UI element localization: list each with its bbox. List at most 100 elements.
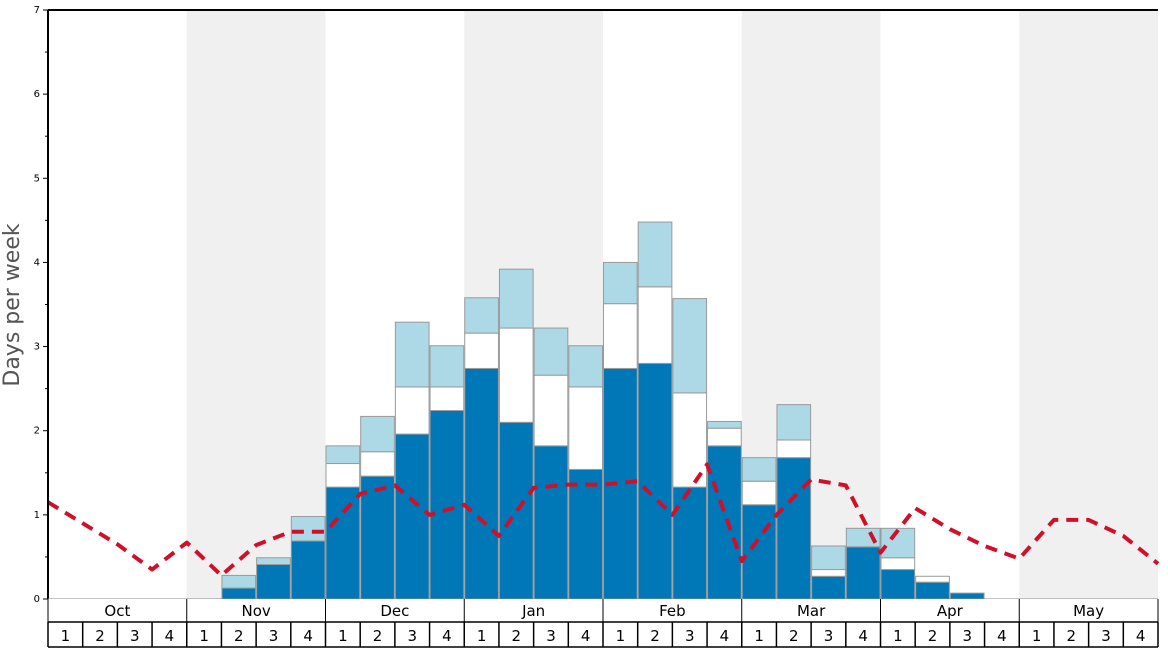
bar-base <box>811 575 846 600</box>
bar-top <box>360 415 395 453</box>
bar-top <box>429 345 465 388</box>
bar-base <box>915 581 950 600</box>
month-label-feb: Feb <box>659 602 686 620</box>
week-label: 2 <box>373 627 383 645</box>
bar-top <box>290 516 326 542</box>
bar-top <box>637 221 673 288</box>
week-label: 3 <box>269 627 279 645</box>
y-tick-label: 0 <box>34 594 40 605</box>
bar-middle <box>707 427 742 447</box>
week-label: 3 <box>824 627 834 645</box>
week-label: 1 <box>338 627 348 645</box>
bar-base <box>221 587 257 600</box>
y-tick-label: 7 <box>34 5 40 16</box>
y-tick-label: 1 <box>34 510 40 521</box>
bar-top <box>741 457 777 482</box>
week-label: 4 <box>303 627 313 645</box>
bar-top <box>776 404 812 441</box>
bar-middle <box>741 480 777 506</box>
month-label-dec: Dec <box>380 602 409 620</box>
month-label-oct: Oct <box>104 602 130 620</box>
y-axis-ticks: 0 1 2 3 4 5 6 7 <box>34 5 48 605</box>
bar-middle <box>498 327 534 423</box>
bar-base <box>464 367 499 600</box>
bar-top <box>325 445 361 465</box>
month-label-may: May <box>1073 602 1104 620</box>
bar-top <box>603 261 638 305</box>
week-label: 1 <box>477 627 487 645</box>
bar-base <box>776 457 812 600</box>
bar-top <box>256 557 291 566</box>
bar-base <box>429 410 465 600</box>
bar-base <box>498 421 534 600</box>
month-shade-nov <box>186 10 326 599</box>
bar-middle <box>603 303 638 369</box>
month-label-nov: Nov <box>241 602 270 620</box>
month-label-jan: Jan <box>521 602 545 620</box>
week-label: 3 <box>546 627 556 645</box>
bar-middle <box>776 439 812 459</box>
bar-middle <box>811 569 846 577</box>
bar-middle <box>394 386 430 435</box>
bar-base <box>741 504 777 600</box>
week-label: 2 <box>789 627 799 645</box>
week-label: 3 <box>407 627 417 645</box>
bar-base <box>256 564 291 600</box>
bar-middle <box>464 332 499 369</box>
bar-series <box>221 221 985 600</box>
bar-middle <box>672 392 708 488</box>
bar-base <box>637 362 673 600</box>
week-label: 2 <box>95 627 105 645</box>
y-tick-label: 2 <box>34 426 40 437</box>
line-series <box>46 462 1160 578</box>
bar-middle <box>568 386 603 470</box>
week-label: 1 <box>754 627 764 645</box>
week-label: 3 <box>962 627 972 645</box>
week-label: 4 <box>1136 627 1146 645</box>
week-label: 2 <box>1067 627 1077 645</box>
bar-top <box>498 268 534 329</box>
bar-base <box>325 486 361 600</box>
y-tick-label: 5 <box>34 173 40 184</box>
week-label: 4 <box>165 627 175 645</box>
bar-base <box>949 592 985 600</box>
week-label: 2 <box>234 627 244 645</box>
bar-base <box>707 445 742 600</box>
month-shade-may <box>1019 10 1158 599</box>
x-axis: Oct 1 2 3 4 Nov 1 2 3 4 Dec 1 2 3 4 Jan 1 2 3 4 Feb 1 2 3 4 Mar 1 2… <box>47 599 1159 648</box>
bar-middle <box>429 386 465 412</box>
week-label: 1 <box>616 627 626 645</box>
y-tick-label: 4 <box>34 257 40 268</box>
bar-base <box>845 546 881 600</box>
dashed-line-series <box>46 462 1160 578</box>
week-label: 2 <box>650 627 660 645</box>
y-tick-label: 6 <box>34 89 40 100</box>
week-label: 3 <box>1101 627 1111 645</box>
week-label: 4 <box>442 627 452 645</box>
bar-base <box>880 569 916 600</box>
y-axis-label: Days per week <box>0 223 25 386</box>
bar-middle <box>880 557 916 571</box>
bar-top <box>672 298 708 394</box>
week-label: 1 <box>199 627 209 645</box>
month-label-mar: Mar <box>797 602 826 620</box>
month-label-apr: Apr <box>937 602 964 620</box>
bar-middle <box>533 374 569 447</box>
week-label: 4 <box>581 627 591 645</box>
week-label: 4 <box>720 627 730 645</box>
week-label: 1 <box>61 627 71 645</box>
week-label: 2 <box>512 627 522 645</box>
bar-top <box>464 297 499 334</box>
bar-middle <box>637 286 673 364</box>
bar-base <box>290 540 326 600</box>
y-tick-label: 3 <box>34 342 40 353</box>
bar-top <box>568 345 603 388</box>
week-label: 3 <box>130 627 140 645</box>
bar-top <box>221 574 257 589</box>
bar-base <box>672 486 708 600</box>
bar-middle <box>915 575 950 583</box>
week-label: 3 <box>685 627 695 645</box>
bar-base <box>360 475 395 600</box>
week-label: 1 <box>893 627 903 645</box>
